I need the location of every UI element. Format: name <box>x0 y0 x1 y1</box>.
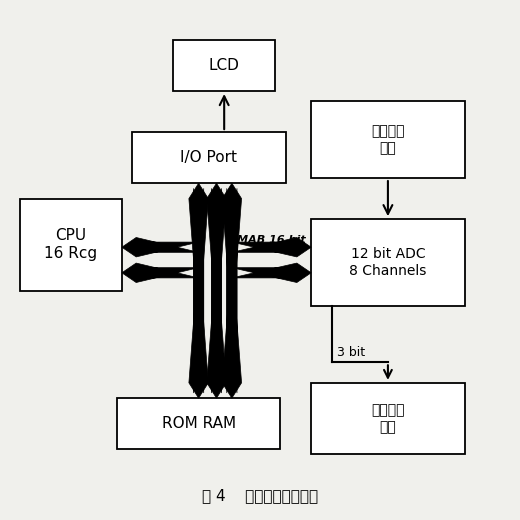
Text: LCD: LCD <box>209 58 240 73</box>
Text: ROM RAM: ROM RAM <box>162 416 236 431</box>
Bar <box>20 199 122 291</box>
Polygon shape <box>207 183 226 393</box>
Text: 3 bit: 3 bit <box>337 346 365 359</box>
Bar <box>132 132 285 183</box>
Text: I/O Port: I/O Port <box>180 150 237 165</box>
Polygon shape <box>232 263 311 282</box>
Polygon shape <box>222 188 242 398</box>
Polygon shape <box>232 238 311 257</box>
Bar <box>311 219 465 306</box>
Bar <box>116 398 280 449</box>
Text: 模拟信号
输人: 模拟信号 输人 <box>371 125 405 155</box>
Polygon shape <box>189 188 209 398</box>
Polygon shape <box>122 238 199 257</box>
Text: 12 bit ADC
8 Channels: 12 bit ADC 8 Channels <box>349 248 426 278</box>
Text: CPU
16 Rcg: CPU 16 Rcg <box>44 228 97 261</box>
Polygon shape <box>222 183 242 393</box>
Polygon shape <box>122 263 199 282</box>
Text: 图 4    主要硬件结构框图: 图 4 主要硬件结构框图 <box>202 488 318 503</box>
Text: MAB 16 bit: MAB 16 bit <box>237 235 306 244</box>
Bar <box>173 40 276 91</box>
Polygon shape <box>207 188 226 398</box>
Polygon shape <box>189 183 209 393</box>
Text: 数字信号
输出: 数字信号 输出 <box>371 404 405 434</box>
Bar <box>311 383 465 454</box>
Bar <box>311 101 465 178</box>
